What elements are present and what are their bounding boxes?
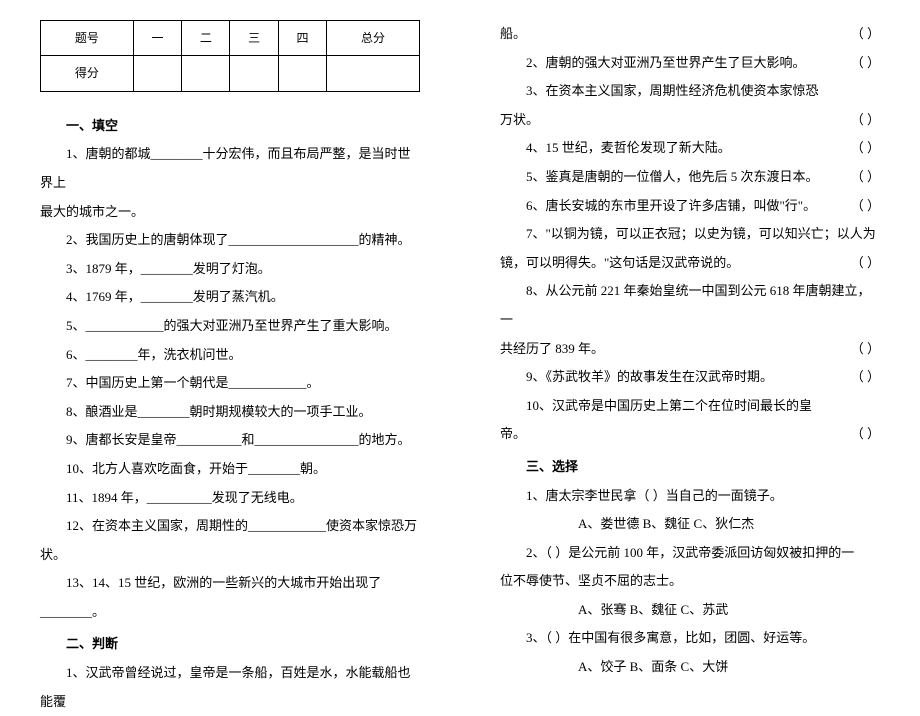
judge-q2-text: 2、唐朝的强大对亚洲乃至世界产生了巨大影响。 [526, 55, 806, 70]
judge-q2: 2、唐朝的强大对亚洲乃至世界产生了巨大影响。 （ ） [500, 49, 880, 78]
paren: （ ） [851, 335, 880, 364]
judge-q3-text: 3、在资本主义国家，周期性经济危机使资本家惊恐万状。 [500, 83, 819, 127]
judge-q6: 6、唐长安城的东市里开设了许多店铺，叫做"行"。 （ ） [500, 192, 880, 221]
judge-q4: 4、15 世纪，麦哲伦发现了新大陆。 （ ） [500, 134, 880, 163]
judge-q3: 3、在资本主义国家，周期性经济危机使资本家惊恐万状。（ ） [500, 77, 880, 134]
choice-q3: 3、（ ）在中国有很多寓意，比如，团圆、好运等。 [500, 624, 880, 653]
judge-q7b-text: 镜，可以明得失。"这句话是汉武帝说的。 [500, 255, 739, 270]
choice-q1-opts: A、娄世德 B、魏征 C、狄仁杰 [500, 510, 880, 539]
fill-q2: 2、我国历史上的唐朝体现了____________________的精神。 [40, 226, 420, 255]
paren: （ ） [825, 420, 880, 449]
th-label: 题号 [41, 21, 134, 56]
table-row: 得分 [41, 56, 420, 91]
fill-q7: 7、中国历史上第一个朝代是____________。 [40, 369, 420, 398]
fill-q1b: 最大的城市之一。 [40, 198, 420, 227]
judge-q10: 10、汉武帝是中国历史上第二个在位时间最长的皇帝。 （ ） [500, 392, 880, 449]
judge-q8a: 8、从公元前 221 年秦始皇统一中国到公元 618 年唐朝建立，一 [500, 277, 880, 334]
judge-q6-text: 6、唐长安城的东市里开设了许多店铺，叫做"行"。 [526, 198, 816, 213]
paren: （ ） [825, 106, 880, 135]
th-total: 总分 [327, 21, 420, 56]
judge-q9: 9、《苏武牧羊》的故事发生在汉武帝时期。 （ ） [500, 363, 880, 392]
judge-q5-text: 5、鉴真是唐朝的一位僧人，他先后 5 次东渡日本。 [526, 169, 819, 184]
judge-q1b: 船。 （ ） [500, 20, 880, 49]
judge-q8b-text: 共经历了 839 年。 [500, 341, 604, 356]
fill-q10: 10、北方人喜欢吃面食，开始于________朝。 [40, 455, 420, 484]
score-cell [327, 56, 420, 91]
paren: （ ） [825, 192, 880, 221]
score-cell [133, 56, 181, 91]
fill-q8: 8、酿酒业是________朝时期规模较大的一项手工业。 [40, 398, 420, 427]
fill-q1a: 1、唐朝的都城________十分宏伟，而且布局严整，是当时世界上 [40, 140, 420, 197]
judge-q4-text: 4、15 世纪，麦哲伦发现了新大陆。 [526, 140, 731, 155]
paren: （ ） [825, 363, 880, 392]
paren: （ ） [851, 20, 880, 49]
section-fill-title: 一、填空 [40, 112, 420, 141]
judge-q7b: 镜，可以明得失。"这句话是汉武帝说的。 （ ） [500, 249, 880, 278]
th-1: 一 [133, 21, 181, 56]
score-label: 得分 [41, 56, 134, 91]
paren: （ ） [825, 134, 880, 163]
choice-q2b: 位不辱使节、坚贞不屈的志士。 [500, 567, 880, 596]
paren: （ ） [825, 163, 880, 192]
th-4: 四 [278, 21, 326, 56]
score-cell [278, 56, 326, 91]
section-choice-title: 三、选择 [500, 453, 880, 482]
judge-q5: 5、鉴真是唐朝的一位僧人，他先后 5 次东渡日本。 （ ） [500, 163, 880, 192]
choice-q2a: 2、（ ）是公元前 100 年，汉武帝委派回访匈奴被扣押的一 [500, 539, 880, 568]
right-column: 船。 （ ） 2、唐朝的强大对亚洲乃至世界产生了巨大影响。 （ ） 3、在资本主义国… [460, 20, 920, 618]
table-row: 题号 一 二 三 四 总分 [41, 21, 420, 56]
judge-q10-text: 10、汉武帝是中国历史上第二个在位时间最长的皇帝。 [500, 398, 812, 442]
score-cell [182, 56, 230, 91]
choice-q1: 1、唐太宗李世民拿（ ）当自己的一面镜子。 [500, 482, 880, 511]
score-table: 题号 一 二 三 四 总分 得分 [40, 20, 420, 92]
paren: （ ） [851, 249, 880, 278]
fill-q13: 13、14、15 世纪，欧洲的一些新兴的大城市开始出现了________。 [40, 569, 420, 626]
choice-q2-opts: A、张骞 B、魏征 C、苏武 [500, 596, 880, 625]
fill-q11: 11、1894 年，__________发现了无线电。 [40, 484, 420, 513]
fill-q4: 4、1769 年，________发明了蒸汽机。 [40, 283, 420, 312]
paren: （ ） [825, 49, 880, 78]
judge-q7a: 7、"以铜为镜，可以正衣冠；以史为镜，可以知兴亡；以人为 [500, 220, 880, 249]
choice-q3-opts: A、饺子 B、面条 C、大饼 [500, 653, 880, 682]
judge-q1a: 1、汉武帝曾经说过，皇帝是一条船，百姓是水，水能载船也能覆 [40, 659, 420, 716]
th-3: 三 [230, 21, 278, 56]
section-judge-title: 二、判断 [40, 630, 420, 659]
th-2: 二 [182, 21, 230, 56]
fill-q6: 6、________年，洗衣机问世。 [40, 341, 420, 370]
fill-q9: 9、唐都长安是皇帝__________和________________的地方。 [40, 426, 420, 455]
judge-q1b-text: 船。 [500, 26, 526, 41]
judge-q9-text: 9、《苏武牧羊》的故事发生在汉武帝时期。 [526, 369, 773, 384]
left-column: 题号 一 二 三 四 总分 得分 一、填空 1、唐朝的都城________十分宏… [0, 20, 460, 618]
fill-q3: 3、1879 年，________发明了灯泡。 [40, 255, 420, 284]
fill-q12: 12、在资本主义国家，周期性的____________使资本家惊恐万状。 [40, 512, 420, 569]
fill-q5: 5、____________的强大对亚洲乃至世界产生了重大影响。 [40, 312, 420, 341]
judge-q8b: 共经历了 839 年。 （ ） [500, 335, 880, 364]
score-cell [230, 56, 278, 91]
